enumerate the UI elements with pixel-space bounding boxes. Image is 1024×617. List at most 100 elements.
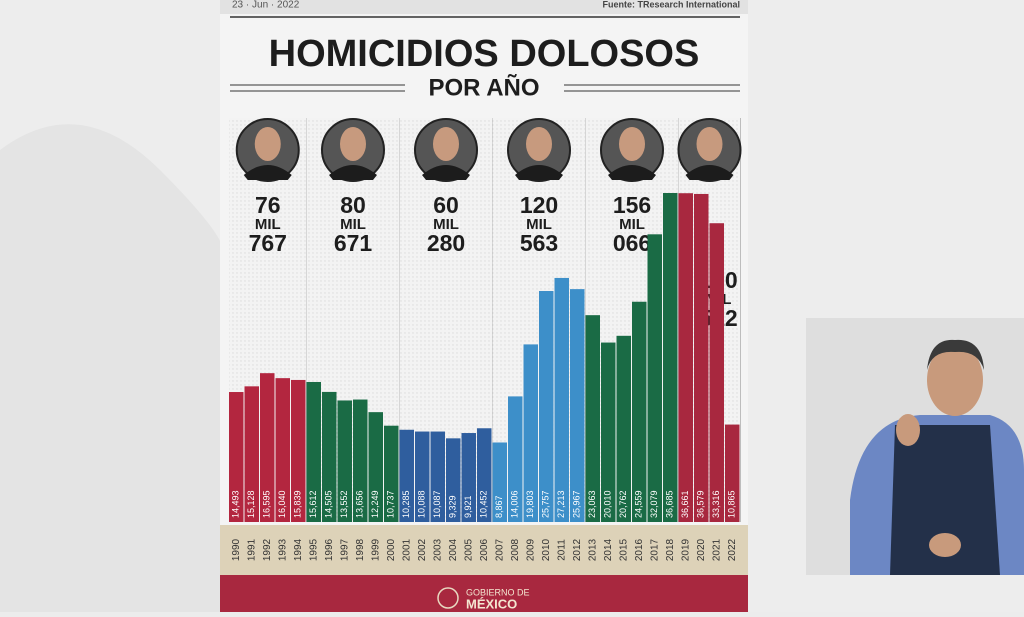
x-tick-label: 2012 (572, 538, 583, 561)
value-label: 9,921 (463, 495, 473, 518)
x-tick-label: 2000 (386, 538, 397, 561)
bar (725, 424, 740, 522)
interpreter-head (927, 344, 983, 416)
x-tick-label: 2015 (618, 538, 629, 561)
footer-line2: MÉXICO (466, 596, 517, 611)
bar (446, 438, 461, 522)
x-tick-label: 1993 (277, 538, 288, 561)
x-tick-label: 2001 (401, 538, 412, 561)
value-label: 12,249 (370, 490, 380, 518)
x-tick-label: 2011 (556, 539, 567, 561)
group-total: MIL (340, 216, 366, 233)
bar (275, 378, 290, 522)
bar (678, 193, 693, 522)
top-bar (220, 0, 748, 14)
value-label: 8,867 (494, 495, 504, 518)
x-tick-label: 2003 (432, 538, 443, 561)
portrait-suit (608, 165, 656, 180)
group-total: 280 (427, 230, 465, 256)
x-tick-label: 2009 (525, 538, 536, 561)
chart-subtitle: POR AÑO (428, 73, 539, 101)
x-tick-label: 2022 (727, 538, 738, 561)
portrait-face (340, 127, 366, 161)
value-label: 36,685 (665, 490, 675, 518)
x-tick-label: 1997 (339, 538, 350, 561)
bar (337, 400, 352, 522)
x-tick-label: 2006 (479, 538, 490, 561)
portrait-suit (243, 165, 292, 180)
value-label: 15,839 (293, 490, 303, 518)
value-label: 14,505 (324, 490, 334, 518)
value-label: 10,737 (386, 490, 396, 518)
portrait-face (433, 127, 459, 161)
value-label: 10,452 (479, 490, 489, 518)
bar (570, 289, 585, 522)
value-label: 36,661 (680, 490, 690, 518)
portrait-face (526, 127, 552, 161)
bar (399, 429, 414, 522)
x-tick-label: 2016 (634, 538, 645, 561)
portrait-suit (515, 165, 563, 180)
x-tick-label: 2019 (680, 538, 691, 561)
group-total: MIL (433, 216, 459, 233)
bar (260, 373, 275, 522)
group-total: MIL (619, 216, 645, 233)
bar (353, 399, 368, 522)
x-tick-label: 2004 (448, 538, 459, 561)
bar (322, 391, 337, 522)
interpreter-hand (896, 414, 920, 446)
value-label: 13,552 (339, 490, 349, 518)
bar (508, 396, 523, 522)
bar (523, 344, 538, 522)
x-tick-label: 2007 (494, 538, 505, 561)
value-label: 10,087 (432, 490, 442, 518)
x-tick-label: 1992 (262, 538, 273, 561)
x-tick-label: 1994 (293, 538, 304, 561)
bar (616, 335, 631, 522)
interpreter-hair (927, 339, 984, 370)
portrait-suit (329, 165, 377, 180)
value-label: 36,579 (696, 490, 706, 518)
emblem (437, 587, 459, 609)
group-total: MIL (255, 216, 281, 233)
x-tick-label: 2021 (711, 538, 722, 561)
bar (244, 386, 259, 522)
group-total: MIL (526, 216, 552, 233)
value-label: 9,329 (448, 495, 458, 518)
bar (368, 412, 383, 522)
value-label: 16,595 (262, 490, 272, 518)
date: 23 · Jun · 2022 (232, 0, 300, 11)
bar (415, 431, 430, 522)
group-total: 563 (520, 230, 558, 256)
x-tick-label: 1991 (246, 538, 257, 561)
bar (554, 277, 569, 522)
value-label: 32,079 (649, 490, 659, 518)
portrait-face (696, 127, 723, 161)
value-label: 20,010 (603, 490, 613, 518)
year-band (220, 525, 748, 575)
x-tick-label: 2013 (587, 538, 598, 561)
bar (539, 291, 554, 522)
x-tick-label: 2002 (417, 538, 428, 561)
bar (492, 442, 507, 522)
bar (430, 431, 445, 522)
group-total: 76 (255, 192, 281, 218)
value-label: 20,762 (618, 490, 628, 518)
x-tick-label: 1998 (355, 538, 366, 561)
value-label: 24,559 (634, 490, 644, 518)
bar (709, 223, 724, 523)
value-label: 25,757 (541, 490, 551, 518)
source: Fuente: TResearch International (602, 0, 740, 9)
chart-title: HOMICIDIOS DOLOSOS (269, 33, 700, 75)
x-tick-label: 1999 (370, 538, 381, 561)
portrait-suit (422, 165, 470, 180)
value-label: 10,865 (727, 490, 737, 518)
value-label: 23,063 (587, 490, 597, 518)
interpreter-vest (890, 425, 1000, 575)
portrait-face (254, 127, 281, 161)
portrait-face (619, 127, 645, 161)
value-label: 14,006 (510, 490, 520, 518)
value-label: 16,040 (277, 490, 287, 518)
